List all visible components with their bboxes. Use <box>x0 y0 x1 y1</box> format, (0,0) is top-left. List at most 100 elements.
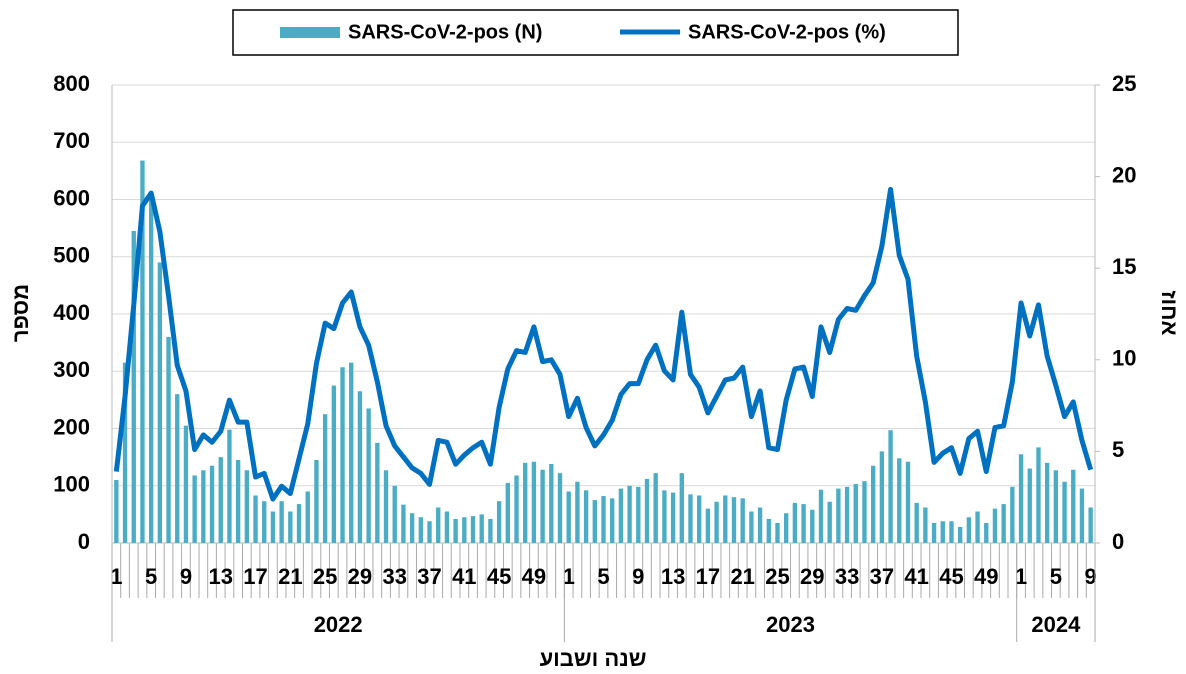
x-tick-label: 25 <box>765 564 789 589</box>
bar <box>462 517 467 543</box>
x-tick-label: 33 <box>382 564 406 589</box>
bar <box>305 491 310 543</box>
x-tick-label: 37 <box>417 564 441 589</box>
bar <box>357 391 363 543</box>
y-tick-label: 600 <box>53 185 90 210</box>
legend-label: SARS-CoV-2-pos (%) <box>688 21 886 43</box>
x-tick-label: 49 <box>522 564 546 589</box>
bar <box>818 489 824 543</box>
bar <box>453 518 458 543</box>
bar <box>349 362 354 543</box>
bar <box>279 501 284 543</box>
bar <box>662 490 667 543</box>
bar <box>949 521 954 543</box>
bar <box>731 497 737 543</box>
bar <box>810 509 815 543</box>
bar <box>610 498 615 543</box>
group-label: 2022 <box>314 612 363 637</box>
x-tick-label: 33 <box>835 564 859 589</box>
bar <box>757 507 763 543</box>
bar <box>957 526 963 543</box>
bar <box>383 470 389 543</box>
bar <box>192 475 197 543</box>
bar <box>827 501 832 543</box>
bar <box>140 160 145 543</box>
bar <box>592 500 597 543</box>
x-tick-label: 21 <box>278 564 302 589</box>
bar <box>566 491 571 543</box>
y2-tick-label: 5 <box>1112 437 1124 462</box>
bar <box>1053 470 1059 543</box>
bar <box>627 485 632 543</box>
bar <box>314 459 319 543</box>
y2-tick-label: 25 <box>1112 71 1136 96</box>
bar <box>444 511 450 543</box>
bar <box>470 516 476 543</box>
y2-axis-title: אחוז <box>1157 290 1182 335</box>
bar <box>1027 468 1032 543</box>
y2-tick-label: 15 <box>1112 254 1136 279</box>
x-tick-label: 25 <box>313 564 337 589</box>
bar <box>670 492 676 543</box>
bar <box>505 482 510 543</box>
bar <box>331 385 337 543</box>
x-tick-label: 41 <box>452 564 476 589</box>
bar <box>322 414 328 543</box>
bar <box>523 462 528 543</box>
y-tick-label: 700 <box>53 128 90 153</box>
bar <box>227 429 232 543</box>
bar <box>644 478 650 543</box>
bar <box>270 511 276 543</box>
bar <box>992 508 998 543</box>
bar <box>479 514 484 543</box>
bar <box>1018 454 1024 543</box>
x-tick-label: 9 <box>632 564 644 589</box>
x-tick-label: 29 <box>348 564 372 589</box>
bar <box>984 522 989 543</box>
x-tick-label: 21 <box>730 564 754 589</box>
bar <box>340 367 345 543</box>
x-tick-label: 1 <box>563 564 575 589</box>
bar <box>801 504 806 543</box>
bar <box>836 488 841 543</box>
bar <box>975 511 980 543</box>
bar <box>931 522 937 543</box>
bar <box>749 511 754 543</box>
bar <box>201 470 206 543</box>
x-tick-label: 49 <box>974 564 998 589</box>
bar <box>966 517 972 543</box>
x-tick-label: 13 <box>208 564 232 589</box>
bar <box>853 484 858 543</box>
y-tick-label: 0 <box>78 529 90 554</box>
x-tick-label: 37 <box>870 564 894 589</box>
x-tick-label: 29 <box>800 564 824 589</box>
bar <box>1071 469 1076 543</box>
bar <box>549 463 554 543</box>
bar <box>366 408 371 543</box>
x-tick-label: 5 <box>597 564 609 589</box>
bar <box>1062 481 1067 543</box>
bar <box>427 521 432 543</box>
bar <box>436 507 441 543</box>
bar <box>653 473 658 543</box>
bar <box>897 458 902 543</box>
x-tick-label: 45 <box>487 564 511 589</box>
bar <box>496 501 502 543</box>
legend-box <box>232 9 959 56</box>
bar <box>1036 447 1041 543</box>
bar <box>914 502 919 543</box>
bar <box>1010 486 1015 543</box>
y-tick-label: 100 <box>53 472 90 497</box>
bar <box>166 336 171 543</box>
bar <box>418 517 423 543</box>
bar <box>870 465 876 543</box>
bar <box>392 485 397 543</box>
y-tick-label: 200 <box>53 414 90 439</box>
bar <box>1088 507 1093 543</box>
bar <box>775 522 780 543</box>
x-tick-label: 5 <box>1050 564 1062 589</box>
group-label: 2023 <box>766 612 815 637</box>
y-tick-label: 800 <box>53 71 90 96</box>
bar <box>488 518 493 543</box>
